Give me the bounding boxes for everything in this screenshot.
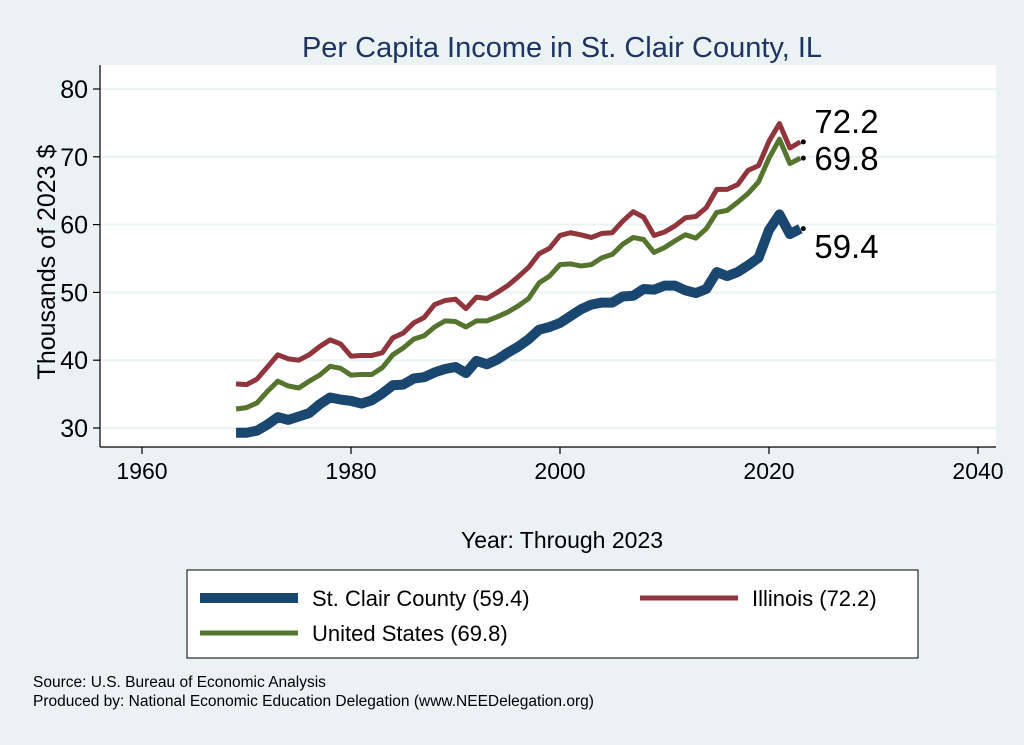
y-tick-label: 40 xyxy=(60,347,88,375)
x-tick-label: 2020 xyxy=(743,458,794,484)
y-axis-label: Thousands of 2023 $ xyxy=(33,144,61,379)
source-note: Source: U.S. Bureau of Economic Analysis xyxy=(33,674,326,691)
legend-label-illinois: Illinois (72.2) xyxy=(752,586,877,611)
y-tick-label: 80 xyxy=(60,76,88,104)
chart-title: Per Capita Income in St. Clair County, I… xyxy=(302,32,822,64)
axes: 30 40 50 60 70 80 1960 1980 2000 2020 2040 xyxy=(60,65,1004,484)
end-labels: 59.4 72.269.8 xyxy=(800,103,879,265)
x-tick-label: 1980 xyxy=(325,458,376,484)
legend-box xyxy=(186,569,919,659)
end-label-illinois: 72.2 xyxy=(814,103,878,140)
produced-by-note: Produced by: National Economic Education… xyxy=(33,693,594,710)
end-marker-illinois xyxy=(800,139,806,145)
y-tick-label: 30 xyxy=(60,415,88,443)
legend-label-st-clair: St. Clair County (59.4) xyxy=(312,586,530,611)
series-line-illinois xyxy=(235,121,802,388)
series-lines xyxy=(235,121,803,438)
y-tick-label: 60 xyxy=(60,212,88,240)
end-label-st-clair: 59.4 xyxy=(814,228,878,265)
end-label-united-states: 69.8 xyxy=(814,140,878,177)
series-line-united-states xyxy=(235,136,802,412)
end-marker-st-clair xyxy=(800,226,806,232)
series-line-st-clair xyxy=(236,209,803,438)
end-marker-united-states xyxy=(800,155,806,161)
x-tick-label: 2040 xyxy=(952,458,1003,484)
legend-label-united-states: United States (69.8) xyxy=(312,621,508,646)
y-tick-label: 70 xyxy=(60,144,88,172)
legend: St. Clair County (59.4) Illinois (72.2) … xyxy=(186,569,919,659)
x-axis-label: Year: Through 2023 xyxy=(461,527,663,553)
x-tick-label: 2000 xyxy=(534,458,585,484)
x-tick-label: 1960 xyxy=(116,458,167,484)
y-tick-label: 50 xyxy=(60,279,88,307)
